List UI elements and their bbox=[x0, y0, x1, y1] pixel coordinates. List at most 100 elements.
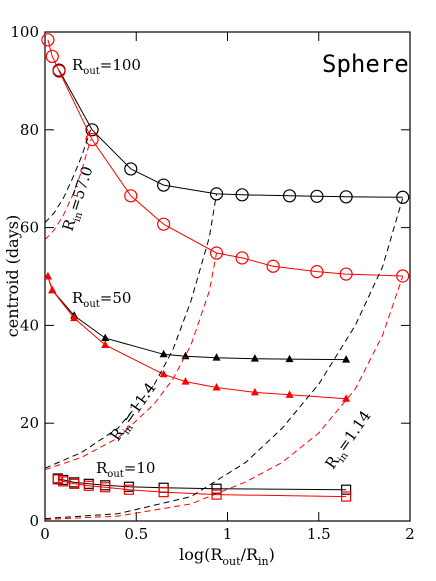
marker bbox=[212, 383, 221, 391]
marker bbox=[396, 190, 410, 204]
annotation-part: =10 bbox=[124, 459, 156, 477]
marker bbox=[310, 189, 324, 203]
marker bbox=[159, 349, 168, 358]
annotation-part: =100 bbox=[100, 56, 141, 74]
marker bbox=[235, 251, 249, 265]
annotation: Rin=57.0 bbox=[59, 164, 100, 234]
y-axis-label: centroid (days) bbox=[3, 215, 22, 337]
marker bbox=[41, 33, 55, 47]
dashed-curve bbox=[44, 276, 404, 520]
x-tick-label: 2 bbox=[405, 525, 415, 543]
x-tick-label: 0.5 bbox=[124, 525, 148, 543]
annotation-part: R bbox=[72, 56, 84, 74]
marker bbox=[83, 480, 94, 491]
marker bbox=[339, 190, 353, 204]
marker bbox=[209, 246, 224, 260]
marker bbox=[123, 484, 135, 495]
marker bbox=[52, 64, 66, 78]
series-line bbox=[57, 478, 347, 498]
marker bbox=[124, 189, 138, 203]
subscript: out bbox=[107, 469, 123, 480]
x-tick-label: 0 bbox=[40, 525, 50, 543]
annotation-part: =50 bbox=[100, 289, 132, 307]
marker bbox=[209, 187, 224, 201]
y-tick-label: 60 bbox=[20, 219, 39, 237]
marker bbox=[250, 387, 259, 396]
marker bbox=[100, 482, 111, 493]
annotation-part: R bbox=[72, 289, 84, 307]
label-part: log(R bbox=[179, 545, 223, 564]
marker bbox=[101, 340, 110, 348]
marker bbox=[310, 265, 324, 279]
marker bbox=[396, 269, 410, 283]
marker bbox=[124, 162, 138, 176]
series-line bbox=[47, 276, 347, 361]
marker bbox=[43, 272, 52, 280]
series-line bbox=[57, 478, 347, 491]
marker bbox=[157, 178, 171, 192]
dashed-curve bbox=[44, 198, 404, 520]
marker bbox=[211, 489, 222, 500]
label-part: ) bbox=[269, 545, 275, 564]
marker bbox=[212, 353, 221, 361]
plot-frame bbox=[44, 31, 411, 522]
chart-title: Sphere bbox=[322, 50, 409, 78]
dashed-curve bbox=[44, 139, 92, 241]
label-part: /R bbox=[241, 545, 259, 564]
annotation: Rout=50 bbox=[72, 289, 131, 310]
y-tick-label: 40 bbox=[20, 316, 39, 334]
y-tick-label: 20 bbox=[20, 414, 39, 432]
y-tick-label: 80 bbox=[20, 121, 39, 139]
marker bbox=[181, 377, 190, 385]
marker bbox=[342, 355, 351, 363]
marker bbox=[158, 487, 169, 498]
subscript: in bbox=[258, 555, 269, 568]
y-tick-label: 0 bbox=[29, 512, 39, 530]
marker bbox=[70, 313, 79, 322]
annotation: Rin=1.14 bbox=[322, 407, 378, 474]
dashed-curve bbox=[44, 129, 92, 224]
marker bbox=[235, 188, 249, 202]
x-tick-label: 1.5 bbox=[307, 525, 331, 543]
marker bbox=[157, 217, 171, 231]
marker bbox=[285, 390, 294, 398]
series-line bbox=[47, 39, 403, 277]
dashed-curve bbox=[44, 252, 217, 471]
subscript: out bbox=[222, 555, 241, 568]
annotation: Rout=10 bbox=[96, 459, 155, 480]
series-line bbox=[47, 276, 347, 400]
marker bbox=[48, 285, 57, 294]
marker bbox=[69, 478, 80, 489]
annotation: Rout=100 bbox=[72, 56, 141, 77]
marker bbox=[85, 132, 99, 147]
marker bbox=[285, 354, 294, 363]
marker bbox=[341, 491, 352, 502]
marker bbox=[181, 351, 190, 360]
subscript: out bbox=[83, 66, 99, 77]
marker bbox=[250, 354, 259, 362]
marker bbox=[339, 267, 353, 281]
annotation-part: R bbox=[96, 459, 108, 477]
annotation-part: =1.14 bbox=[334, 407, 375, 455]
marker bbox=[85, 123, 99, 137]
marker bbox=[266, 259, 280, 273]
marker bbox=[45, 49, 59, 64]
x-axis-label: log(Rout/Rin) bbox=[179, 545, 275, 568]
series-line bbox=[58, 69, 403, 198]
marker bbox=[342, 394, 351, 402]
marker bbox=[101, 333, 110, 342]
subscript: in bbox=[72, 210, 86, 223]
marker bbox=[282, 189, 297, 203]
subscript: out bbox=[83, 299, 99, 310]
x-tick-label: 1 bbox=[223, 525, 233, 543]
marker bbox=[159, 369, 168, 378]
marker bbox=[341, 484, 352, 495]
y-tick-label: 100 bbox=[10, 23, 39, 41]
annotation-part: =11.4 bbox=[119, 379, 160, 427]
annotation: Rin=11.4 bbox=[107, 379, 163, 446]
marker bbox=[58, 476, 69, 487]
marker bbox=[52, 474, 63, 485]
annotation-part: =57.0 bbox=[65, 164, 96, 213]
dashed-curve bbox=[44, 193, 217, 469]
